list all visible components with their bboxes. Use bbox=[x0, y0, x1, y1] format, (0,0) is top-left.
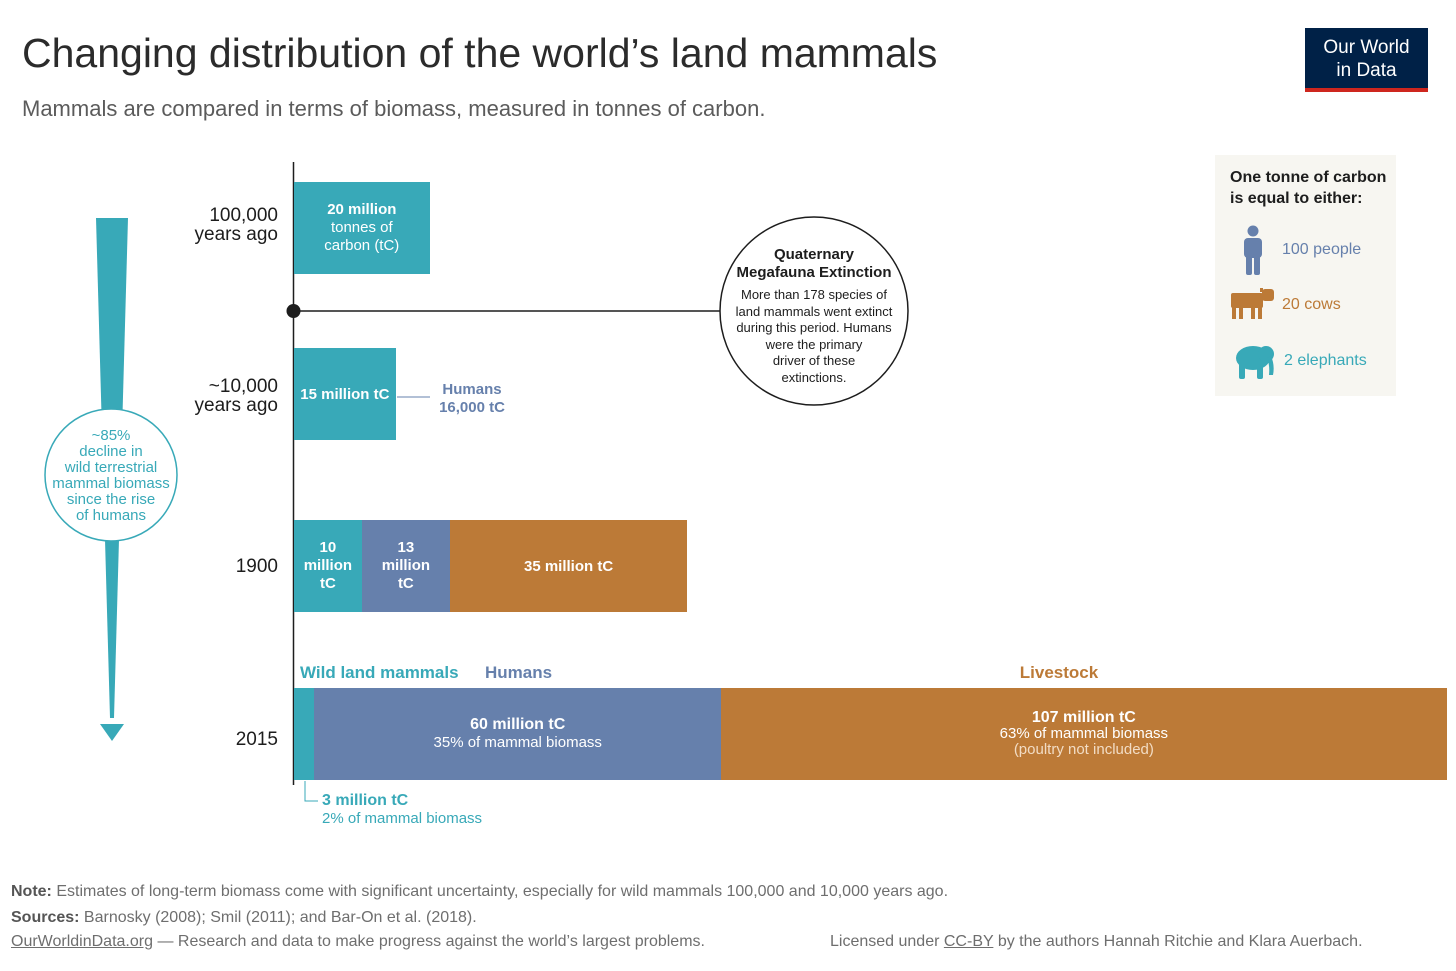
decline-line: wild terrestrial bbox=[64, 459, 158, 476]
site-link[interactable]: OurWorldinData.org bbox=[11, 933, 153, 950]
legend-label-elephants: 2 elephants bbox=[1284, 352, 1367, 369]
row-label-line: ~10,000 bbox=[208, 376, 278, 397]
bar-label-line: carbon (tC) bbox=[324, 237, 400, 254]
bar-label-line: million bbox=[303, 557, 353, 574]
decline-line: of humans bbox=[75, 507, 147, 524]
note-text: Estimates of long-term biomass come with… bbox=[56, 883, 949, 900]
license-pre: Licensed under bbox=[830, 933, 940, 950]
bar-label-line: 20 million bbox=[327, 201, 397, 218]
series-label-livestock: Livestock bbox=[1019, 663, 1099, 682]
footer-license: Licensed under CC-BY by the authors Hann… bbox=[830, 933, 1363, 951]
person-icon bbox=[1244, 225, 1262, 275]
annotation-title: Megafauna Extinction bbox=[736, 264, 892, 281]
bar-label-line: 13 bbox=[397, 539, 415, 556]
bar-label-line: tC bbox=[319, 575, 336, 592]
series-label-wild: Wild land mammals bbox=[300, 663, 459, 682]
bar-label-note: (poultry not included) bbox=[1013, 741, 1154, 758]
extinction-annotation: Quaternary Megafauna Extinction More tha… bbox=[724, 246, 904, 386]
bar-label-line: tC bbox=[397, 575, 414, 592]
sources-text: Barnosky (2008); Smil (2011); and Bar-On… bbox=[83, 909, 477, 926]
equivalence-legend: One tonne of carbon is equal to either: … bbox=[1215, 155, 1396, 396]
chart-title: Changing distribution of the world’s lan… bbox=[22, 30, 938, 76]
annotation-circle bbox=[719, 216, 909, 406]
bar-1900-livestock[interactable] bbox=[449, 520, 688, 612]
bar-2015-wild[interactable] bbox=[294, 688, 315, 780]
chart-subtitle: Mammals are compared in terms of biomass… bbox=[22, 96, 766, 121]
annotation-line: land mammals went extinct bbox=[735, 303, 893, 319]
wild-2015-leader bbox=[304, 781, 318, 802]
bar-label-1900-humans: 13 million tC bbox=[362, 520, 450, 612]
row-label-100000: 100,000 years ago bbox=[128, 206, 278, 244]
row-label-line: 100,000 bbox=[209, 205, 278, 226]
elephant-icon bbox=[1236, 346, 1274, 379]
annotation-line: extinctions. bbox=[781, 369, 847, 385]
decline-line: mammal biomass bbox=[52, 475, 170, 492]
bar-label-value: 60 million tC bbox=[470, 716, 566, 733]
decline-line: decline in bbox=[79, 443, 143, 460]
site-tagline: — Research and data to make progress aga… bbox=[157, 933, 705, 950]
extinction-marker bbox=[286, 304, 301, 318]
bar-1900-wild[interactable] bbox=[294, 520, 362, 612]
bar-label-10000-wild: 15 million tC bbox=[300, 385, 390, 403]
annotation-line: during this period. Humans bbox=[736, 320, 892, 335]
legend-label-people: 100 people bbox=[1282, 241, 1362, 258]
bar-label-share: 63% of mammal biomass bbox=[999, 725, 1169, 742]
wild-2015-callout: 3 million tC 2% of mammal biomass bbox=[322, 792, 482, 827]
decline-label: ~85% decline in wild terrestrial mammal … bbox=[44, 428, 178, 524]
wild-2015-share: 2% of mammal biomass bbox=[322, 810, 483, 827]
bar-label-line: million bbox=[381, 557, 431, 574]
bar-label-1900-livestock: 35 million tC bbox=[523, 557, 614, 575]
row-label-line: years ago bbox=[194, 224, 278, 245]
logo-line-1: Our World bbox=[1323, 37, 1410, 58]
row-label-10000: ~10,000 years ago bbox=[128, 377, 278, 415]
footer-site: OurWorldinData.org — Research and data t… bbox=[11, 933, 705, 951]
footer-note: Note: Estimates of long-term biomass com… bbox=[11, 883, 948, 901]
note-label: Note: bbox=[11, 883, 52, 900]
row-label-line: years ago bbox=[194, 395, 278, 416]
bar-label-share: 35% of mammal biomass bbox=[433, 734, 602, 751]
humans-10000-value: 16,000 tC bbox=[439, 399, 505, 416]
logo-line-2: in Data bbox=[1336, 60, 1397, 81]
row-label-2015: 2015 bbox=[235, 729, 278, 750]
cow-icon bbox=[1231, 288, 1274, 319]
license-post: by the authors Hannah Ritchie and Klara … bbox=[997, 933, 1363, 950]
bar-label-line: tonnes of bbox=[330, 219, 393, 236]
annotation-line: More than 178 species of bbox=[741, 287, 887, 302]
legend-heading-line: One tonne of carbon bbox=[1230, 169, 1387, 186]
decline-line: since the rise bbox=[66, 491, 156, 508]
bar-2015-livestock[interactable] bbox=[721, 688, 1447, 780]
license-link[interactable]: CC-BY bbox=[943, 933, 994, 950]
footer-sources: Sources: Barnosky (2008); Smil (2011); a… bbox=[11, 909, 477, 927]
bar-label-100000-wild: 20 million tonnes of carbon (tC) bbox=[294, 182, 430, 274]
humans-10000-label: Humans 16,000 tC bbox=[433, 381, 511, 417]
bar-label-2015-livestock: 107 million tC 63% of mammal biomass (po… bbox=[721, 688, 1446, 780]
wild-2015-value: 3 million tC bbox=[322, 792, 409, 809]
row-label-1900: 1900 bbox=[235, 556, 278, 577]
owid-logo[interactable]: Our World in Data bbox=[1305, 28, 1428, 92]
legend-heading-line: is equal to either: bbox=[1230, 190, 1363, 207]
legend-label-cows: 20 cows bbox=[1282, 296, 1341, 313]
decline-arrow bbox=[44, 218, 178, 741]
bar-1900-humans[interactable] bbox=[361, 520, 450, 612]
sources-label: Sources: bbox=[11, 909, 80, 926]
bar-label-value: 107 million tC bbox=[1031, 709, 1136, 726]
humans-10000-name: Humans bbox=[442, 381, 502, 398]
legend-heading: One tonne of carbon is equal to either: bbox=[1230, 167, 1386, 209]
annotation-title: Quaternary bbox=[773, 246, 855, 263]
bar-10000-wild[interactable] bbox=[294, 348, 396, 440]
bar-2015-humans[interactable] bbox=[314, 688, 722, 780]
bar-100000-wild[interactable] bbox=[294, 182, 430, 274]
annotation-line: driver of these bbox=[772, 353, 856, 368]
bar-label-line: 10 bbox=[319, 539, 337, 556]
bar-label-2015-humans: 60 million tC 35% of mammal biomass bbox=[314, 688, 721, 780]
series-label-humans: Humans bbox=[485, 663, 553, 682]
annotation-line: were the primary bbox=[765, 336, 863, 352]
bar-label-1900-wild: 10 million tC bbox=[294, 520, 362, 612]
decline-line: ~85% bbox=[91, 427, 131, 444]
